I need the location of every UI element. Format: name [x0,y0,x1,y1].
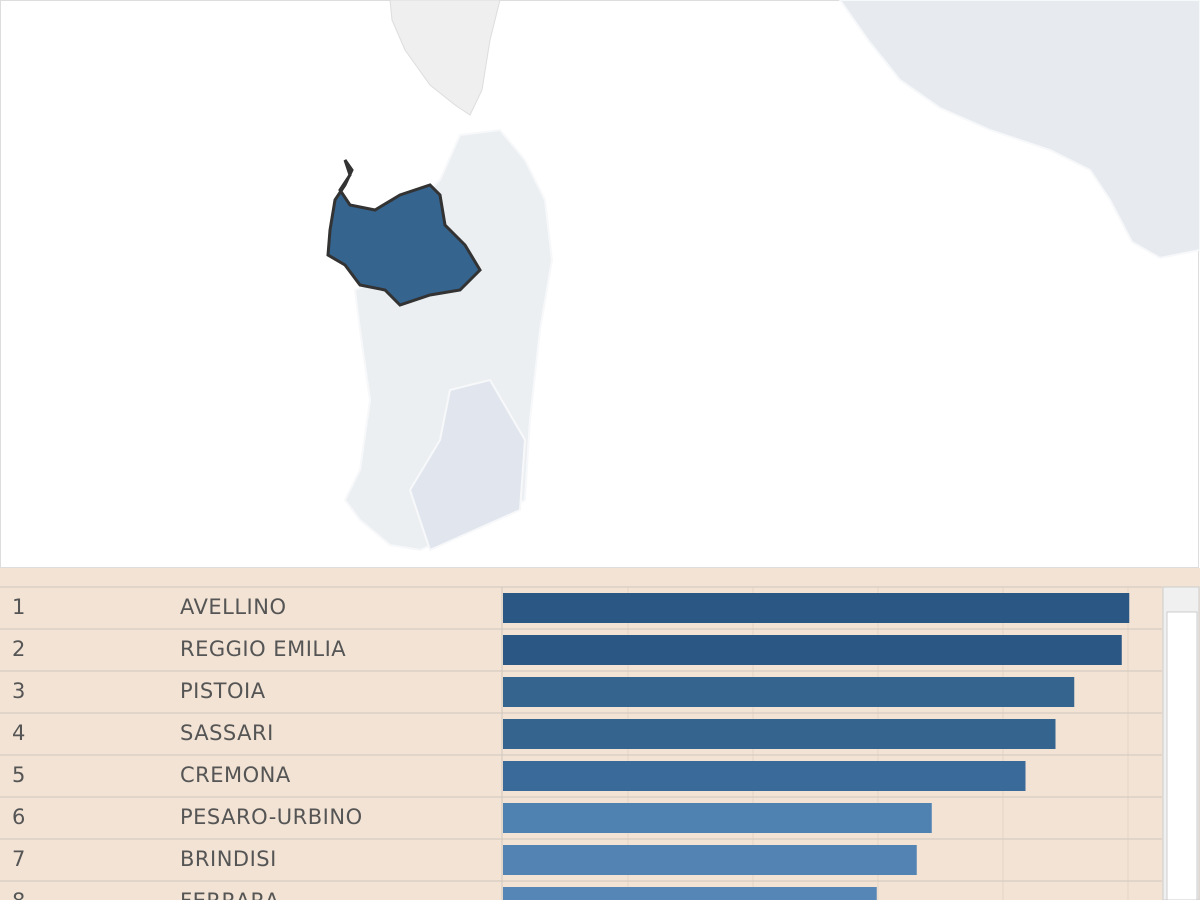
selected-province[interactable] [326,159,482,307]
ranking-table: 1 AVELLINO 2 REGGIO EMILIA 3 PISTOIA 4 SASSARI 5… [0,586,1162,900]
category-label: CREMONA [180,763,291,787]
scrollbar[interactable] [1162,586,1200,900]
category-label: REGGIO EMILIA [180,637,346,661]
bar [503,635,1122,665]
bar [503,761,1026,791]
rank: 1 [12,595,26,619]
sardinia-province [408,378,527,552]
category-label: FERRARA [180,889,280,900]
category-label: PISTOIA [180,679,266,703]
category-label: BRINDISI [180,847,277,871]
bar [503,887,877,900]
scroll-thumb[interactable] [1166,611,1198,900]
bar [503,845,917,875]
rank: 6 [12,805,26,829]
rank: 5 [12,763,26,787]
category-label: SASSARI [180,721,274,745]
rank: 8 [12,889,26,900]
rank: 4 [12,721,26,745]
bar [503,803,932,833]
mainland-italy [838,0,1200,260]
bar [503,593,1130,623]
corsica [389,0,501,116]
rank: 2 [12,637,26,661]
category-label: PESARO-URBINO [180,805,363,829]
bar [503,677,1075,707]
bar [503,719,1056,749]
map[interactable] [0,0,1200,568]
category-label: AVELLINO [180,595,287,619]
rank: 3 [12,679,26,703]
rank: 7 [12,847,26,871]
